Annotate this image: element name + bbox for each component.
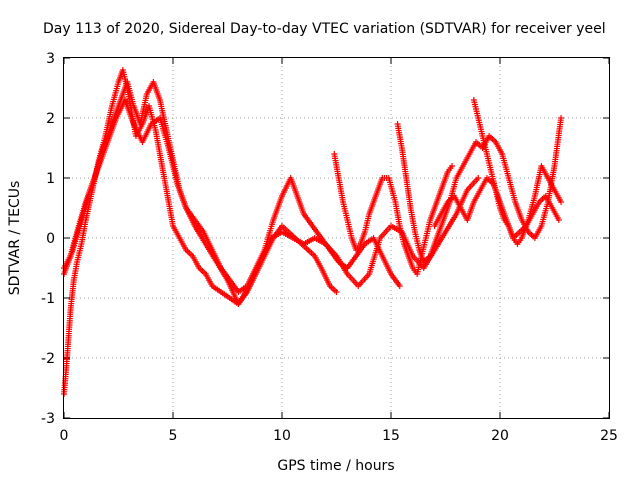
data-markers <box>61 67 565 397</box>
data-point <box>449 163 456 169</box>
data-point <box>558 115 565 121</box>
series-track-4 <box>331 151 456 277</box>
series-track-3 <box>61 97 482 307</box>
y-axis-label: SDTVAR / TECUs <box>7 181 23 296</box>
x-tick-label: 20 <box>491 428 509 444</box>
y-tick-label: -2 <box>41 351 55 367</box>
data-point <box>555 217 562 223</box>
y-tick-label: 0 <box>46 231 55 247</box>
y-tick-label: 2 <box>46 111 55 127</box>
data-point <box>475 175 482 181</box>
y-tick-label: 3 <box>46 51 55 67</box>
data-point <box>396 283 403 289</box>
data-point <box>333 289 340 295</box>
data-point <box>558 199 565 205</box>
x-tick-label: 10 <box>273 428 291 444</box>
plot-frame <box>63 57 610 419</box>
series-track-7 <box>470 97 565 247</box>
x-tick-label: 25 <box>600 428 618 444</box>
y-tick-label: 1 <box>46 171 55 187</box>
x-axis-label: GPS time / hours <box>277 458 394 474</box>
x-tick-label: 5 <box>169 428 178 444</box>
y-tick-label: -3 <box>41 411 55 427</box>
y-tick-label: -1 <box>41 291 55 307</box>
x-tick-label: 15 <box>382 428 400 444</box>
chart-title: Day 113 of 2020, Sidereal Day-to-day VTE… <box>43 21 606 37</box>
axis-ticks: 0 5 10 15 20 25 -3 -2 -1 0 1 2 3 <box>41 51 618 444</box>
x-tick-label: 0 <box>60 428 69 444</box>
